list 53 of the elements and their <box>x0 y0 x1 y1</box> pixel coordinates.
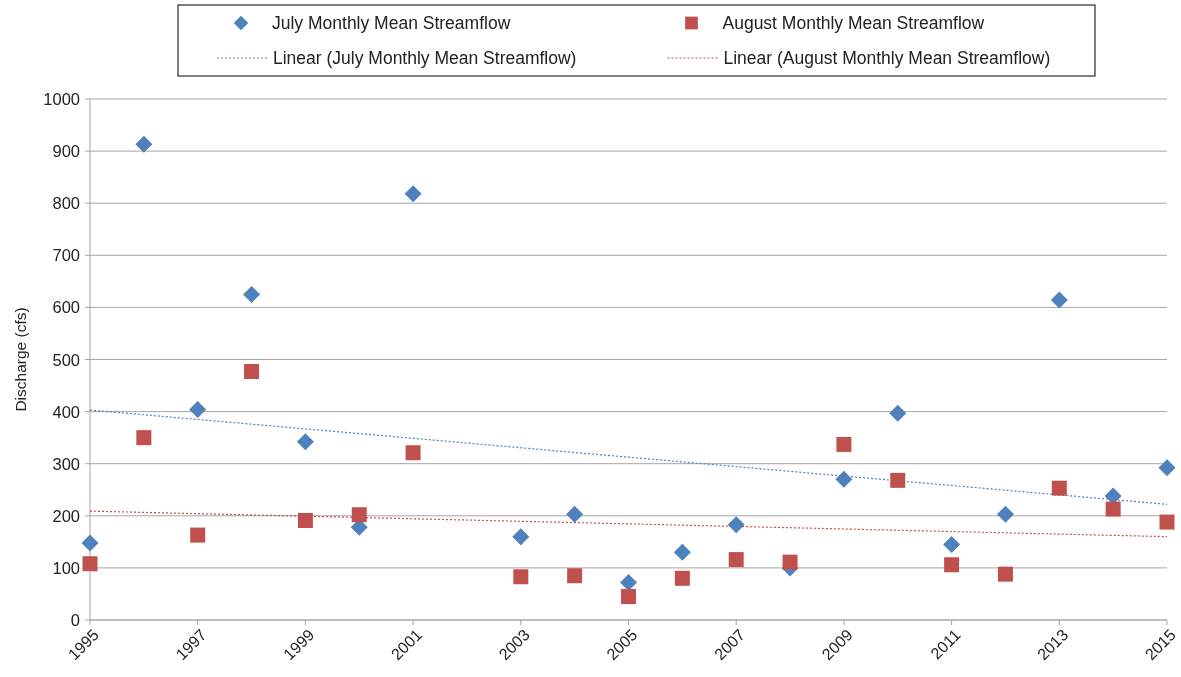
point <box>296 433 314 451</box>
point <box>997 566 1013 582</box>
y-tick-label: 100 <box>52 558 80 577</box>
point <box>996 505 1014 523</box>
legend-label: July Monthly Mean Streamflow <box>272 13 511 33</box>
point <box>943 535 961 553</box>
point <box>81 534 99 552</box>
y-tick-label: 600 <box>52 298 80 317</box>
point <box>836 436 852 452</box>
y-tick-label: 0 <box>70 611 80 629</box>
point <box>82 556 98 572</box>
point <box>243 285 261 303</box>
point <box>1105 501 1121 517</box>
point <box>190 527 206 543</box>
point <box>566 505 584 523</box>
y-tick-label: 200 <box>52 506 80 525</box>
legend-label: Linear (July Monthly Mean Streamflow) <box>273 48 577 68</box>
y-axis-title: Discharge (cfs) <box>11 307 29 412</box>
y-tick-label: 400 <box>52 402 80 421</box>
legend-label: August Monthly Mean Streamflow <box>722 13 985 33</box>
y-tick-label: 700 <box>52 246 80 265</box>
point <box>835 470 853 488</box>
point <box>890 472 906 488</box>
point <box>1159 514 1175 530</box>
point <box>136 430 152 446</box>
point <box>189 401 207 419</box>
point <box>889 404 907 422</box>
point <box>135 135 153 153</box>
point <box>297 512 313 528</box>
point <box>621 589 636 605</box>
y-tick-label: 1000 <box>43 90 80 108</box>
legend-label: Linear (August Monthly Mean Streamflow) <box>723 48 1051 68</box>
point <box>727 516 745 534</box>
point <box>673 543 691 561</box>
point <box>620 573 637 591</box>
y-tick-label: 500 <box>52 350 80 369</box>
y-tick-label: 900 <box>52 142 80 161</box>
point <box>944 557 960 573</box>
point <box>512 528 530 546</box>
point <box>404 185 422 203</box>
y-tick-label: 800 <box>52 194 80 213</box>
point <box>1158 459 1176 477</box>
point <box>1050 291 1068 309</box>
point <box>567 568 583 584</box>
y-tick-label: 300 <box>52 454 80 473</box>
point <box>782 554 798 570</box>
point <box>513 569 529 585</box>
point <box>244 363 260 379</box>
point <box>728 552 744 568</box>
point <box>351 507 367 523</box>
point <box>674 570 690 586</box>
point <box>1051 480 1067 496</box>
point <box>405 445 421 461</box>
